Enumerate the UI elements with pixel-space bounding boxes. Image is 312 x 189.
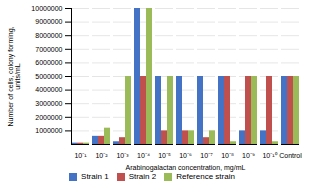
svg-text:5000000: 5000000 bbox=[35, 73, 62, 80]
svg-text:3000000: 3000000 bbox=[35, 100, 62, 107]
svg-text:10⁻⁶: 10⁻⁶ bbox=[179, 152, 192, 159]
svg-text:10⁻⁸: 10⁻⁸ bbox=[221, 152, 234, 159]
svg-text:9000000: 9000000 bbox=[35, 18, 62, 25]
svg-text:10⁻²: 10⁻² bbox=[95, 152, 108, 159]
html-text:Reference strain: Reference strain bbox=[176, 172, 235, 181]
svg-text:10⁻¹: 10⁻¹ bbox=[74, 152, 87, 159]
svg-text:10000000: 10000000 bbox=[31, 5, 62, 12]
svg-text:10⁻⁹: 10⁻⁹ bbox=[242, 152, 255, 159]
svg-text:10⁻⁵: 10⁻⁵ bbox=[158, 152, 171, 159]
svg-text:10⁻¹⁰: 10⁻¹⁰ bbox=[262, 152, 277, 159]
svg-text:Control: Control bbox=[279, 152, 302, 159]
svg-text:1000000: 1000000 bbox=[35, 127, 62, 134]
html-text:Strain 2: Strain 2 bbox=[128, 172, 157, 181]
svg-text:6000000: 6000000 bbox=[35, 59, 62, 66]
svg-text:8000000: 8000000 bbox=[35, 32, 62, 39]
svg-text:10⁻³: 10⁻³ bbox=[116, 152, 129, 159]
svg-text:2000000: 2000000 bbox=[35, 114, 62, 121]
html-text:Strain 1: Strain 1 bbox=[81, 172, 109, 181]
svg-text:7000000: 7000000 bbox=[35, 46, 62, 53]
svg-text:Number of cells, colony formin: Number of cells, colony forming,units/mL bbox=[7, 26, 21, 126]
svg-text:10⁻⁷: 10⁻⁷ bbox=[200, 152, 213, 159]
svg-text:Arabinogalactan concentration,: Arabinogalactan concentration, mg/mL bbox=[126, 164, 246, 172]
svg-text:4000000: 4000000 bbox=[35, 86, 62, 93]
svg-text:10⁻⁴: 10⁻⁴ bbox=[137, 152, 150, 159]
